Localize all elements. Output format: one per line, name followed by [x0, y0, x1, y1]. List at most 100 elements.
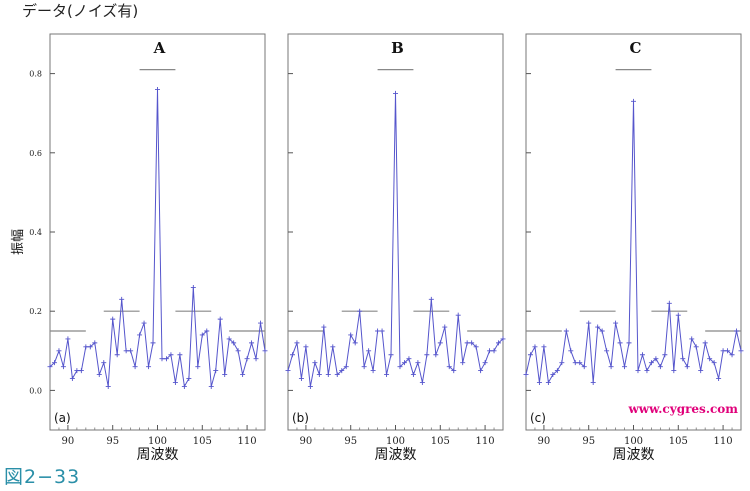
- data-point: [559, 360, 565, 366]
- data-point: [577, 360, 583, 366]
- data-point: [464, 340, 470, 346]
- data-point: [702, 340, 708, 346]
- data-point: [137, 332, 143, 338]
- data-point: [204, 328, 210, 334]
- data-point: [599, 328, 605, 334]
- data-point: [613, 320, 619, 326]
- data-point: [262, 348, 268, 354]
- data-point: [680, 356, 686, 362]
- data-point: [110, 316, 116, 322]
- watermark: www.cygres.com: [627, 402, 738, 416]
- data-point: [163, 356, 169, 362]
- data-point: [128, 348, 134, 354]
- data-point: [707, 356, 713, 362]
- data-point: [217, 316, 223, 322]
- data-point: [352, 340, 358, 346]
- data-point: [626, 340, 632, 346]
- data-point: [698, 368, 704, 374]
- data-point: [168, 352, 174, 358]
- data-point: [186, 376, 192, 382]
- data-point: [725, 348, 731, 354]
- x-tick-label: 95: [106, 436, 119, 447]
- x-tick-label: 95: [344, 436, 357, 447]
- data-point: [78, 368, 84, 374]
- data-point: [119, 296, 125, 302]
- data-point: [639, 352, 645, 358]
- x-tick-label: 105: [431, 436, 450, 447]
- y-tick-label: 0.6: [29, 149, 42, 158]
- x-tick-label: 90: [538, 436, 551, 447]
- data-point: [307, 383, 313, 389]
- data-point: [177, 352, 183, 358]
- data-point: [325, 372, 331, 378]
- data-point: [330, 344, 336, 350]
- x-axis-label: 周波数: [613, 447, 655, 463]
- panel-title: A: [153, 39, 166, 57]
- data-point: [617, 340, 623, 346]
- x-tick-label: 105: [193, 436, 212, 447]
- data-point: [375, 328, 381, 334]
- data-point: [428, 296, 434, 302]
- data-point: [397, 364, 403, 370]
- data-point: [693, 344, 699, 350]
- data-point: [155, 86, 160, 92]
- data-point: [388, 352, 394, 358]
- y-axis-label: 振幅: [11, 229, 26, 255]
- data-point: [87, 344, 93, 350]
- panel-tag: (c): [530, 411, 546, 425]
- data-point: [523, 372, 529, 378]
- data-point: [608, 364, 614, 370]
- data-point: [406, 356, 412, 362]
- data-point: [653, 356, 659, 362]
- data-point: [455, 312, 461, 318]
- data-point: [181, 383, 187, 389]
- data-point: [65, 336, 71, 342]
- data-point: [357, 308, 363, 314]
- data-point: [711, 360, 717, 366]
- data-point: [657, 364, 663, 370]
- figure-caption: 図2−33: [4, 466, 81, 488]
- data-point: [527, 352, 533, 358]
- data-point: [199, 332, 205, 338]
- data-point: [159, 356, 165, 362]
- data-point: [451, 368, 457, 374]
- data-point: [545, 379, 551, 385]
- data-point: [648, 360, 654, 366]
- data-point: [150, 340, 156, 346]
- data-point: [348, 332, 354, 338]
- page-title: データ(ノイズ有): [22, 2, 139, 20]
- data-point: [590, 379, 596, 385]
- data-point: [720, 348, 726, 354]
- data-point: [123, 348, 129, 354]
- data-point: [249, 340, 255, 346]
- x-tick-label: 105: [669, 436, 688, 447]
- data-point: [541, 344, 547, 350]
- data-point: [487, 348, 493, 354]
- data-point: [604, 348, 610, 354]
- panel-title: B: [391, 39, 404, 57]
- data-point: [644, 368, 650, 374]
- data-point: [482, 360, 488, 366]
- data-point: [303, 344, 309, 350]
- data-point: [424, 352, 430, 358]
- data-point: [74, 368, 80, 374]
- data-point: [500, 336, 506, 342]
- data-point: [60, 364, 66, 370]
- data-point: [437, 340, 443, 346]
- chart-figure: 90 95 100 105 110 0.0 0.2 0.4 0.6 0.8 周波数 振幅 A (a) 90 9…: [11, 33, 744, 463]
- data-point: [47, 364, 53, 370]
- data-point: [568, 348, 574, 354]
- data-point: [675, 312, 681, 318]
- data-point: [419, 379, 425, 385]
- data-point: [285, 368, 291, 374]
- x-axis-label: 周波数: [375, 447, 417, 463]
- data-point: [734, 328, 740, 334]
- data-point: [410, 372, 416, 378]
- x-axis-label: 周波数: [137, 447, 179, 463]
- data-point: [666, 300, 672, 306]
- data-point: [536, 379, 542, 385]
- x-tick-label: 100: [386, 436, 405, 447]
- data-point: [581, 364, 587, 370]
- data-point: [496, 340, 502, 346]
- data-point: [689, 336, 695, 342]
